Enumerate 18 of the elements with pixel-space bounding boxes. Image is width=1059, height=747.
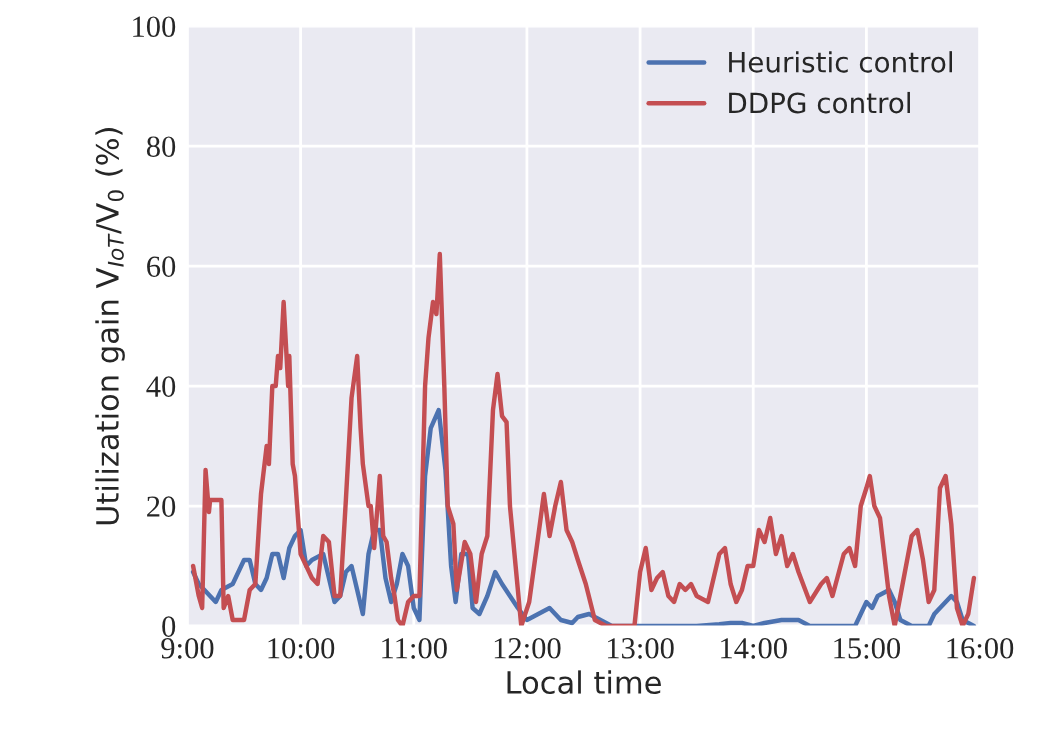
y-tick-label: 80 [146, 136, 176, 158]
x-tick-label: 11:00 [382, 637, 447, 659]
x-tick-label: 16:00 [947, 637, 1014, 659]
x-tick-label: 13:00 [607, 637, 674, 659]
legend-label: DDPG control [729, 91, 910, 114]
x-axis-title: Local time [507, 670, 661, 695]
y-axis-title: Utilization gain V$_{IoT}$/V$_{0}$ (%) [95, 128, 125, 525]
y-tick-label: 20 [147, 496, 176, 517]
x-tick-label: 10:00 [268, 637, 335, 659]
x-tick-label: 12:00 [494, 637, 561, 659]
y-tick-label: 40 [146, 376, 176, 397]
y-tick-label: 60 [147, 256, 176, 277]
legend-label: Heuristic control [729, 51, 952, 73]
x-tick-label: 15:00 [834, 637, 901, 659]
x-tick-label: 14:00 [721, 637, 787, 659]
x-tick-label: 9:00 [161, 637, 214, 659]
y-tick-label: 0 [162, 616, 176, 637]
y-tick-label: 100 [133, 16, 176, 38]
